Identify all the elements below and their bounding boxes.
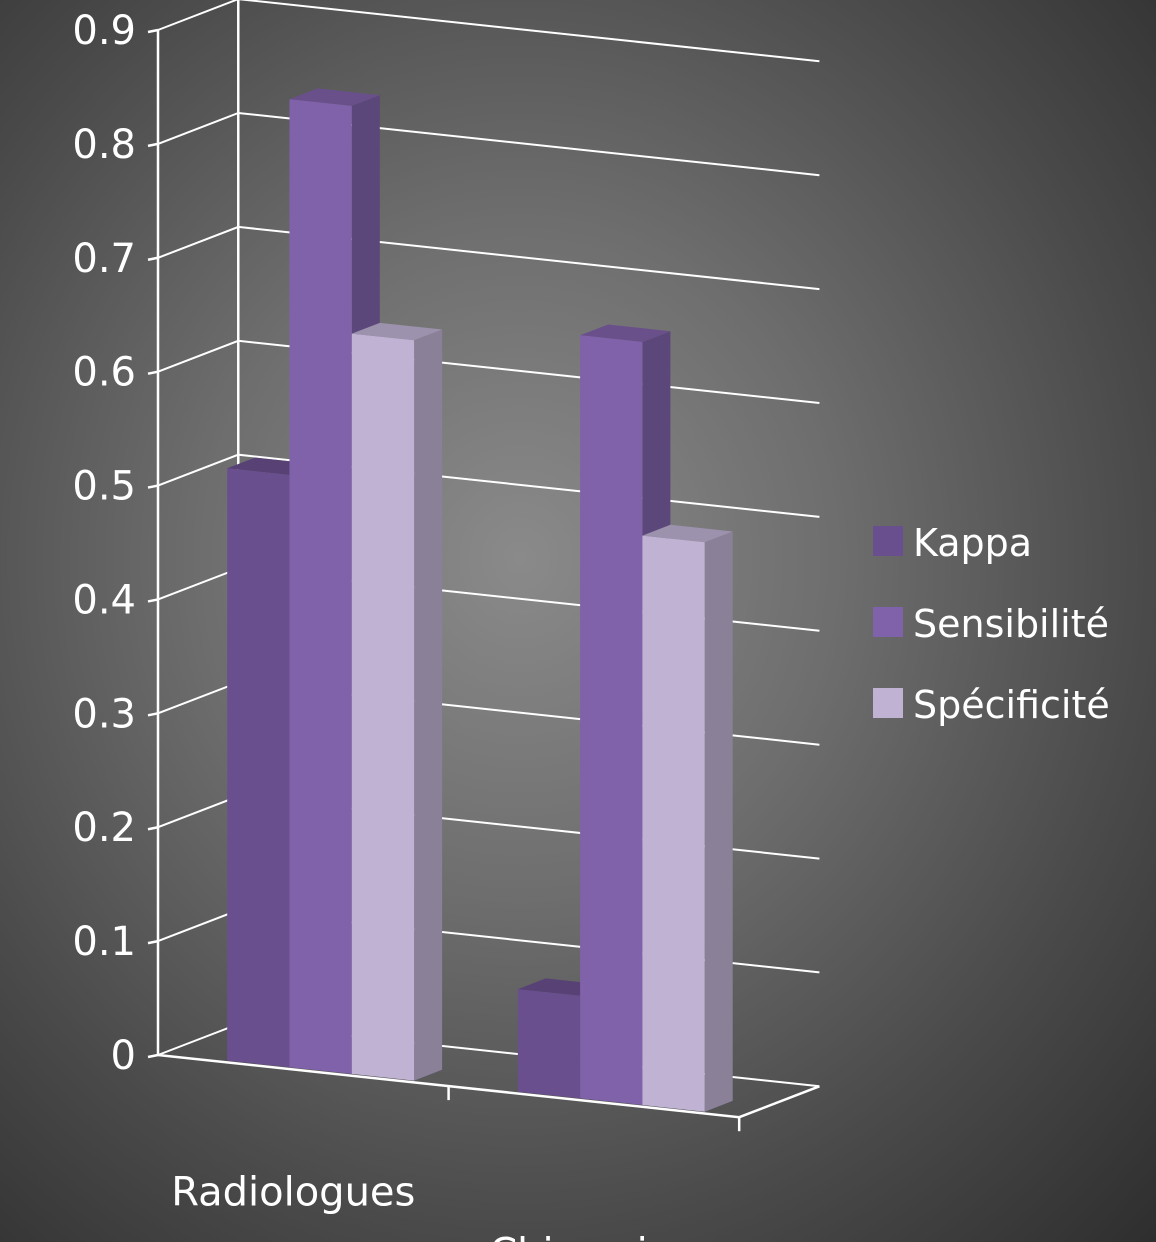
legend-label: Sensibilité xyxy=(913,602,1109,646)
y-tick-label: 0.8 xyxy=(72,122,136,168)
legend-label: Kappa xyxy=(913,521,1032,565)
y-tick-mark xyxy=(147,1053,159,1059)
gridline xyxy=(157,0,820,63)
y-tick-label: 0.3 xyxy=(72,691,136,737)
y-tick-mark xyxy=(147,28,159,34)
y-tick-mark xyxy=(147,142,159,148)
y-tick-label: 0.5 xyxy=(72,464,136,510)
legend: Kappa Sensibilité Spécificité xyxy=(873,521,1110,727)
y-tick-mark xyxy=(147,712,159,717)
bar-side xyxy=(704,531,733,1112)
bar-side xyxy=(414,329,443,1081)
legend-label: Spécificité xyxy=(913,683,1110,727)
gridline xyxy=(157,111,820,177)
y-tick-label: 0.9 xyxy=(72,8,136,54)
gridline xyxy=(157,225,820,291)
bar-front xyxy=(642,535,705,1112)
y-tick-label: 0 xyxy=(111,1033,136,1079)
y-tick-label: 0.4 xyxy=(72,577,136,623)
gridline xyxy=(157,339,820,404)
category-label: Chirurgiens xyxy=(489,1231,718,1242)
y-tick-mark xyxy=(147,484,159,489)
bar-top xyxy=(642,524,733,543)
bar-top xyxy=(351,322,443,341)
y-tick-label: 0.6 xyxy=(72,350,136,396)
bar-sp-cificit--chirurgiens xyxy=(642,524,733,1112)
y-tick-mark xyxy=(147,825,159,831)
category-label: Radiologues xyxy=(171,1170,415,1216)
bar-top xyxy=(289,88,380,106)
bar-front xyxy=(289,99,352,1074)
bar-front xyxy=(517,989,581,1099)
category-labels: Radiologues Chirurgiens xyxy=(171,1170,718,1242)
y-tick-label: 0.1 xyxy=(72,919,136,965)
legend-swatch xyxy=(873,607,903,637)
y-tick-label: 0.2 xyxy=(72,805,136,851)
floor-edge xyxy=(157,1053,820,1119)
bars xyxy=(227,88,733,1112)
bar-sp-cificit--radiologues xyxy=(351,322,443,1081)
bar-front xyxy=(580,335,643,1105)
y-tick-mark xyxy=(147,256,159,262)
y-tick-mark xyxy=(147,939,159,945)
y-tick-labels: 0 0.1 0.2 0.3 0.4 0.5 0.6 0.7 0.8 0.9 xyxy=(72,8,136,1079)
y-tick-label: 0.7 xyxy=(72,236,136,282)
bar-front xyxy=(227,468,290,1068)
bar-front xyxy=(351,333,415,1081)
y-tick-mark xyxy=(147,370,159,375)
y-tick-mark xyxy=(147,598,159,603)
legend-swatch xyxy=(873,526,903,556)
bar-top xyxy=(580,324,671,342)
legend-swatch xyxy=(873,688,903,718)
